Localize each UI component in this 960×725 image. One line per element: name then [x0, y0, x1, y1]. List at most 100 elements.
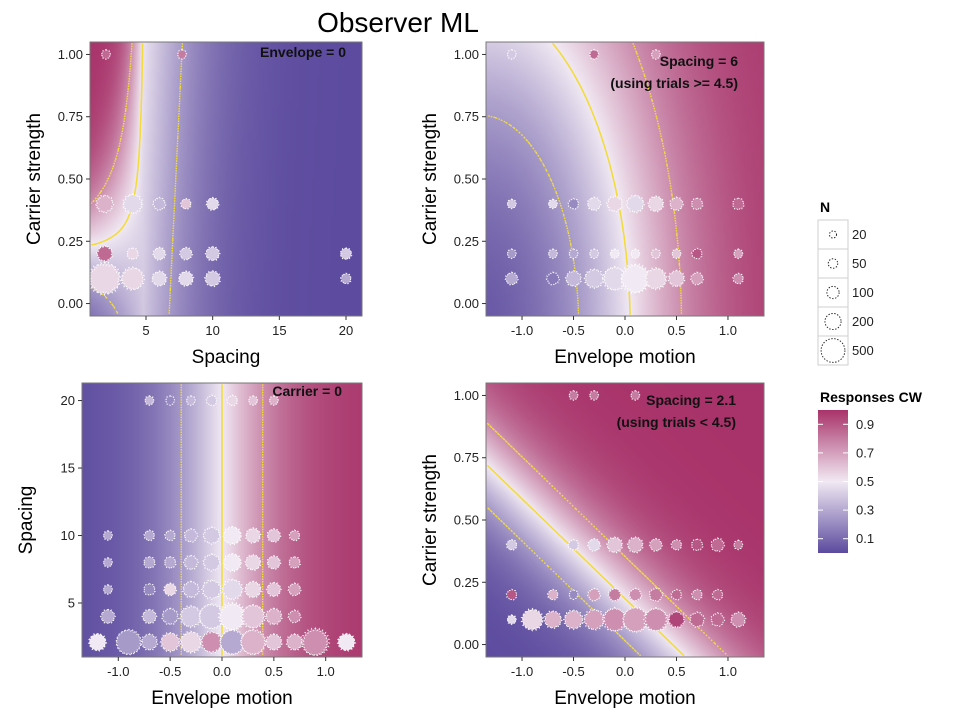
data-point — [287, 582, 302, 597]
legend-n-key — [817, 219, 849, 250]
y-tick-label: 0.75 — [454, 450, 479, 465]
data-point — [197, 602, 226, 631]
legend-n-title: N — [820, 199, 830, 215]
data-point — [505, 538, 518, 551]
data-point — [152, 246, 167, 261]
data-point — [567, 197, 580, 210]
panel-annotation: (using trials < 4.5) — [617, 414, 736, 430]
legend-color-title: Responses CW — [820, 389, 923, 405]
data-point — [102, 530, 114, 541]
x-tick-label: 0.0 — [616, 323, 634, 338]
data-points — [87, 394, 357, 657]
data-point — [710, 537, 726, 553]
data-point — [161, 607, 180, 626]
data-point — [621, 605, 650, 634]
data-point — [102, 584, 114, 595]
data-point — [588, 48, 600, 60]
y-tick-label: 10 — [61, 528, 75, 543]
legend-n-symbol — [827, 258, 839, 269]
panel-top-right: -1.0 -0.5 0.0 0.5 1.0 0.00 0.25 0.50 0.75 1.00 Env… — [420, 41, 765, 368]
data-point — [582, 608, 606, 631]
x-tick-label: -0.5 — [562, 664, 584, 679]
data-point — [179, 604, 203, 629]
data-point — [609, 248, 621, 260]
x-axis-label: Envelope motion — [151, 688, 293, 709]
data-point — [164, 529, 177, 542]
data-point — [626, 536, 645, 554]
data-point — [143, 582, 156, 597]
data-point — [204, 245, 221, 262]
data-point — [240, 603, 267, 630]
data-point — [710, 611, 726, 627]
data-point — [239, 628, 268, 657]
data-point — [586, 587, 602, 602]
data-point — [163, 582, 178, 597]
panel-annotation: Spacing = 6 — [660, 53, 738, 69]
data-point — [504, 271, 519, 286]
data-point — [99, 608, 116, 625]
data-point — [605, 536, 624, 554]
data-point — [265, 581, 282, 598]
data-point — [244, 553, 262, 572]
y-tick-label: 0.25 — [454, 234, 479, 249]
data-point — [619, 262, 652, 295]
data-point — [670, 538, 683, 551]
data-point — [729, 611, 747, 628]
y-tick-label: 0.50 — [454, 172, 479, 187]
data-point — [732, 248, 744, 260]
data-point — [94, 194, 115, 214]
data-point — [143, 529, 156, 542]
data-point — [218, 628, 247, 657]
data-point — [691, 588, 704, 601]
x-tick-label: 0.0 — [616, 664, 634, 679]
data-point — [300, 627, 331, 657]
data-point — [200, 578, 223, 601]
y-tick-label: 0.25 — [454, 575, 479, 590]
data-point — [202, 553, 221, 572]
data-point — [95, 244, 114, 263]
data-point — [689, 271, 705, 286]
data-point — [629, 389, 641, 401]
data-point — [202, 526, 221, 546]
data-point — [181, 580, 200, 599]
data-point — [667, 269, 686, 288]
data-point — [222, 525, 243, 546]
data-point — [644, 266, 668, 291]
data-points — [505, 389, 747, 634]
data-point — [667, 610, 686, 629]
data-point — [691, 247, 704, 260]
x-tick-label: -0.5 — [562, 323, 584, 338]
data-point — [543, 609, 563, 630]
data-point — [562, 608, 585, 631]
data-point — [520, 607, 545, 632]
y-tick-label: 15 — [61, 461, 75, 476]
data-point — [671, 248, 682, 260]
legend-n-label: 200 — [852, 314, 874, 329]
data-point — [568, 389, 579, 401]
data-point — [141, 608, 158, 625]
x-axis-label: Spacing — [192, 347, 261, 368]
panel-annotation: (using trials >= 4.5) — [610, 75, 738, 91]
legend-color-label: 0.9 — [856, 417, 874, 432]
data-point — [564, 269, 583, 288]
data-point — [164, 395, 176, 407]
x-tick-label: -0.5 — [159, 664, 181, 679]
data-points — [504, 48, 745, 295]
legend-color-label: 0.3 — [856, 503, 874, 518]
y-tick-label: 5 — [68, 596, 75, 611]
data-point — [220, 578, 244, 601]
panels: 5 10 15 20 0.00 0.25 0.50 0.75 1.00 Spacing Carrie… — [16, 41, 765, 709]
legend-color-label: 0.1 — [856, 531, 874, 546]
data-point — [607, 587, 622, 602]
x-tick-label: 1.0 — [719, 323, 737, 338]
data-point — [177, 270, 195, 287]
x-tick-label: 0.5 — [667, 323, 685, 338]
data-point — [120, 265, 146, 292]
data-point — [264, 607, 283, 626]
data-point — [179, 630, 203, 655]
data-point — [163, 555, 177, 570]
y-tick-label: 0.75 — [454, 109, 479, 124]
y-tick-label: 0.00 — [58, 296, 83, 311]
data-point — [711, 588, 724, 601]
